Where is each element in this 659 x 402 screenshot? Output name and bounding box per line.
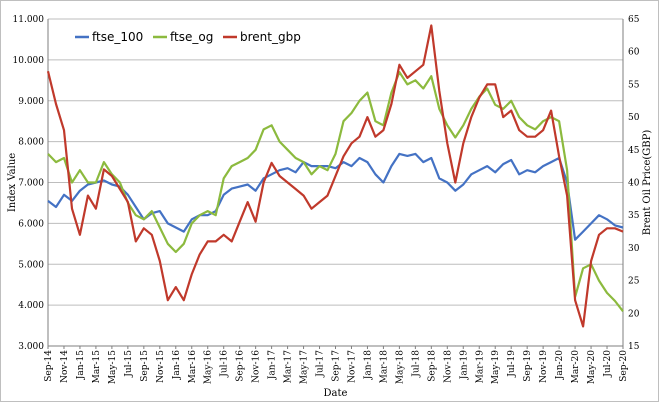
x-tick-label: Jan-20 <box>555 350 565 381</box>
x-tick-label: Jan-15 <box>76 350 86 381</box>
y-tick-label: 7.000 <box>18 179 44 189</box>
y2-tick-label: 50 <box>628 113 640 123</box>
series-line-ftse_100 <box>47 152 624 241</box>
legend-label-ftse_og: ftse_og <box>170 30 213 44</box>
y2-tick-label: 55 <box>628 80 640 90</box>
y-tick-label: 10.000 <box>13 56 45 66</box>
x-tick-label: May-20 <box>587 350 597 384</box>
x-tick-label: Sep-18 <box>427 350 437 382</box>
y2-tick-label: 35 <box>628 211 640 221</box>
x-tick-label: Jan-17 <box>268 350 278 381</box>
x-tick-label: Jul-18 <box>411 350 421 378</box>
x-tick-label: May-18 <box>395 350 405 384</box>
x-tick-label: Nov-14 <box>60 350 70 383</box>
x-tick-label: Jan-18 <box>363 350 373 381</box>
x-tick-label: Sep-19 <box>523 350 533 382</box>
y-tick-label: 11.000 <box>13 15 45 25</box>
y2-tick-label: 15 <box>628 342 640 352</box>
y-tick-label: 5.000 <box>18 260 44 270</box>
x-tick-label: Jul-19 <box>507 350 517 378</box>
x-tick-label: Nov-15 <box>156 350 166 383</box>
x-tick-label: May-17 <box>300 350 310 384</box>
y2-tick-label: 25 <box>628 277 640 287</box>
gridlines <box>48 18 623 347</box>
x-tick-label: May-15 <box>108 350 118 384</box>
x-tick-label: Nov-18 <box>443 350 453 383</box>
legend-label-brent_gbp: brent_gbp <box>240 30 301 44</box>
y2-tick-label: 45 <box>628 146 640 156</box>
x-tick-label: Mar-16 <box>188 350 198 384</box>
x-tick-label: Jul-20 <box>603 350 613 378</box>
x-tick-label: Mar-20 <box>571 350 581 384</box>
x-tick-label: Sep-14 <box>44 350 54 382</box>
y2-tick-label: 60 <box>628 48 640 58</box>
x-tick-label: Jul-17 <box>316 350 326 378</box>
y-tick-label: 6.000 <box>18 219 44 229</box>
legend: ftse_100 ftse_og brent_gbp <box>75 30 301 44</box>
x-tick-label: Nov-17 <box>347 350 357 383</box>
y2-tick-label: 30 <box>628 244 640 254</box>
y-axis-title: Index Value <box>7 153 18 212</box>
x-tick-label: Sep-15 <box>140 350 150 382</box>
x-tick-label: Jan-19 <box>459 350 469 381</box>
x-tick-label: Jul-16 <box>220 350 230 378</box>
x-tick-label: Mar-17 <box>284 350 294 384</box>
y2-tick-label: 20 <box>628 309 640 319</box>
y2-tick-label: 40 <box>628 179 640 189</box>
x-tick-label: May-16 <box>204 350 214 384</box>
y-tick-label: 9.000 <box>18 97 44 107</box>
x-tick-label: Nov-19 <box>539 350 549 383</box>
axes: 3.000 4.000 5.000 6.000 7.000 8.000 9.000 10.00… <box>13 15 640 384</box>
x-tick-label: Sep-16 <box>236 350 246 382</box>
x-tick-label: Jul-15 <box>124 350 134 378</box>
x-tick-label: Sep-17 <box>332 350 342 382</box>
x-tick-label: Mar-18 <box>379 350 389 384</box>
series-line-ftse_og <box>47 70 624 312</box>
x-axis-title: Date <box>324 388 348 399</box>
legend-label-ftse_100: ftse_100 <box>92 30 143 44</box>
y2-axis-title: Brent Oil Price(GBP) <box>642 130 653 236</box>
x-tick-label: Mar-19 <box>475 350 485 384</box>
x-tick-label: May-19 <box>491 350 501 384</box>
y-tick-label: 3.000 <box>18 342 44 352</box>
x-tick-label: Nov-16 <box>252 350 262 383</box>
series-line-brent_gbp <box>46 24 624 328</box>
y-tick-label: 4.000 <box>18 301 44 311</box>
y-tick-label: 8.000 <box>18 138 44 148</box>
y2-tick-label: 65 <box>628 15 640 25</box>
x-tick-label: Jan-16 <box>172 350 182 381</box>
x-tick-label: Sep-20 <box>619 350 629 382</box>
x-tick-label: Mar-15 <box>92 350 102 384</box>
series-lines <box>46 24 624 328</box>
